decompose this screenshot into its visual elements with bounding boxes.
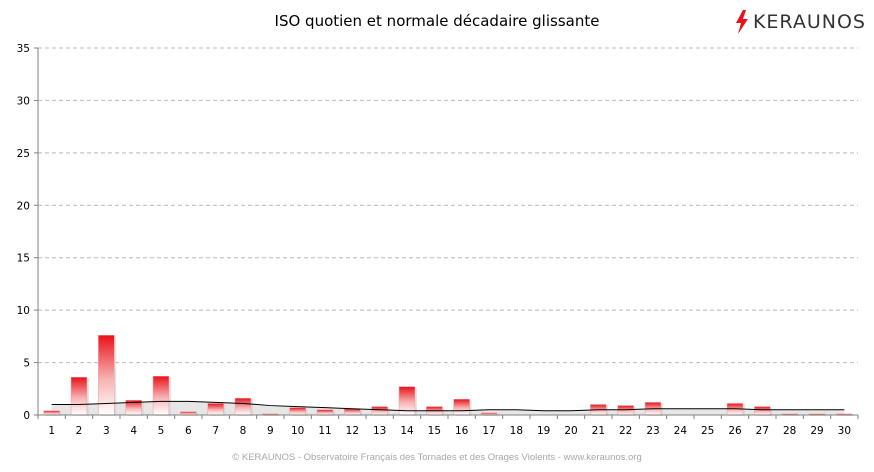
normal-line [51,400,845,412]
x-tick-label: 2 [76,425,83,437]
x-tick-label: 12 [346,425,359,437]
x-tick-label: 14 [400,425,414,437]
bar-day-8 [234,397,252,416]
x-tick-label: 16 [455,425,469,437]
y-tick-labels: 0 5 10 15 20 25 30 35 [17,43,30,422]
x-tick-label: 22 [619,425,632,437]
x-tick-label: 11 [318,425,331,437]
lightning-bolt-icon [735,10,748,34]
x-tick-label: 25 [701,425,714,437]
bar-day-22 [617,405,634,416]
x-tick-label: 5 [158,425,165,437]
x-tick-label: 9 [267,425,274,437]
bar-day-5 [152,375,170,416]
y-tick-label: 10 [17,305,30,317]
bar-day-11 [316,409,334,416]
axes [34,47,859,419]
logo-text: KERAUNOS [752,11,866,33]
normal-line-path [51,400,845,412]
y-tick-label: 25 [17,148,30,160]
bar-day-1 [43,410,60,416]
x-tick-label: 23 [646,425,659,437]
y-tick-label: 5 [23,358,30,370]
x-tick-label: 27 [756,425,769,437]
x-tick-label: 15 [428,425,441,437]
footer-credit: © KERAUNOS - Observatoire Français des T… [232,452,642,463]
x-tick-label: 28 [783,425,796,437]
bar-day-2 [70,377,88,416]
x-tick-label: 20 [564,425,577,437]
x-tick-label: 10 [291,425,304,437]
bar-day-7 [207,403,224,416]
x-tick-label: 13 [373,425,386,437]
x-tick-label: 19 [537,425,550,437]
bar-day-27 [754,406,771,416]
chart-title: ISO quotien et normale décadaire glissan… [274,12,600,30]
y-tick-label: 30 [17,95,30,107]
grid-lines [38,47,858,364]
bar-day-12 [344,408,361,416]
x-tick-label: 7 [212,425,219,437]
x-tick-label: 30 [838,425,851,437]
y-tick-label: 35 [17,43,30,55]
keraunos-logo: KERAUNOS [735,10,866,34]
x-tick-label: 6 [185,425,192,437]
x-tick-label: 18 [510,425,523,437]
x-tick-label: 8 [240,425,247,437]
x-tick-label: 4 [130,425,137,437]
x-tick-label: 29 [810,425,823,437]
x-tick-label: 21 [592,425,605,437]
x-tick-labels: 1 2 3 4 5 6 7 8 9 10 11 12 13 14 15 16 17 18 19 20 21 22 23 24 2… [48,425,851,437]
x-tick-label: 1 [48,425,55,437]
x-tick-label: 17 [482,425,495,437]
y-tick-label: 20 [17,200,30,212]
bar-day-10 [289,407,306,416]
bars [43,335,855,416]
y-tick-label: 15 [17,253,30,265]
y-tick-label: 0 [23,410,30,422]
x-tick-label: 3 [103,425,110,437]
x-tick-label: 24 [674,425,688,437]
bar-day-16 [453,399,470,416]
x-tick-label: 26 [728,425,742,437]
bar-day-13 [371,406,388,416]
